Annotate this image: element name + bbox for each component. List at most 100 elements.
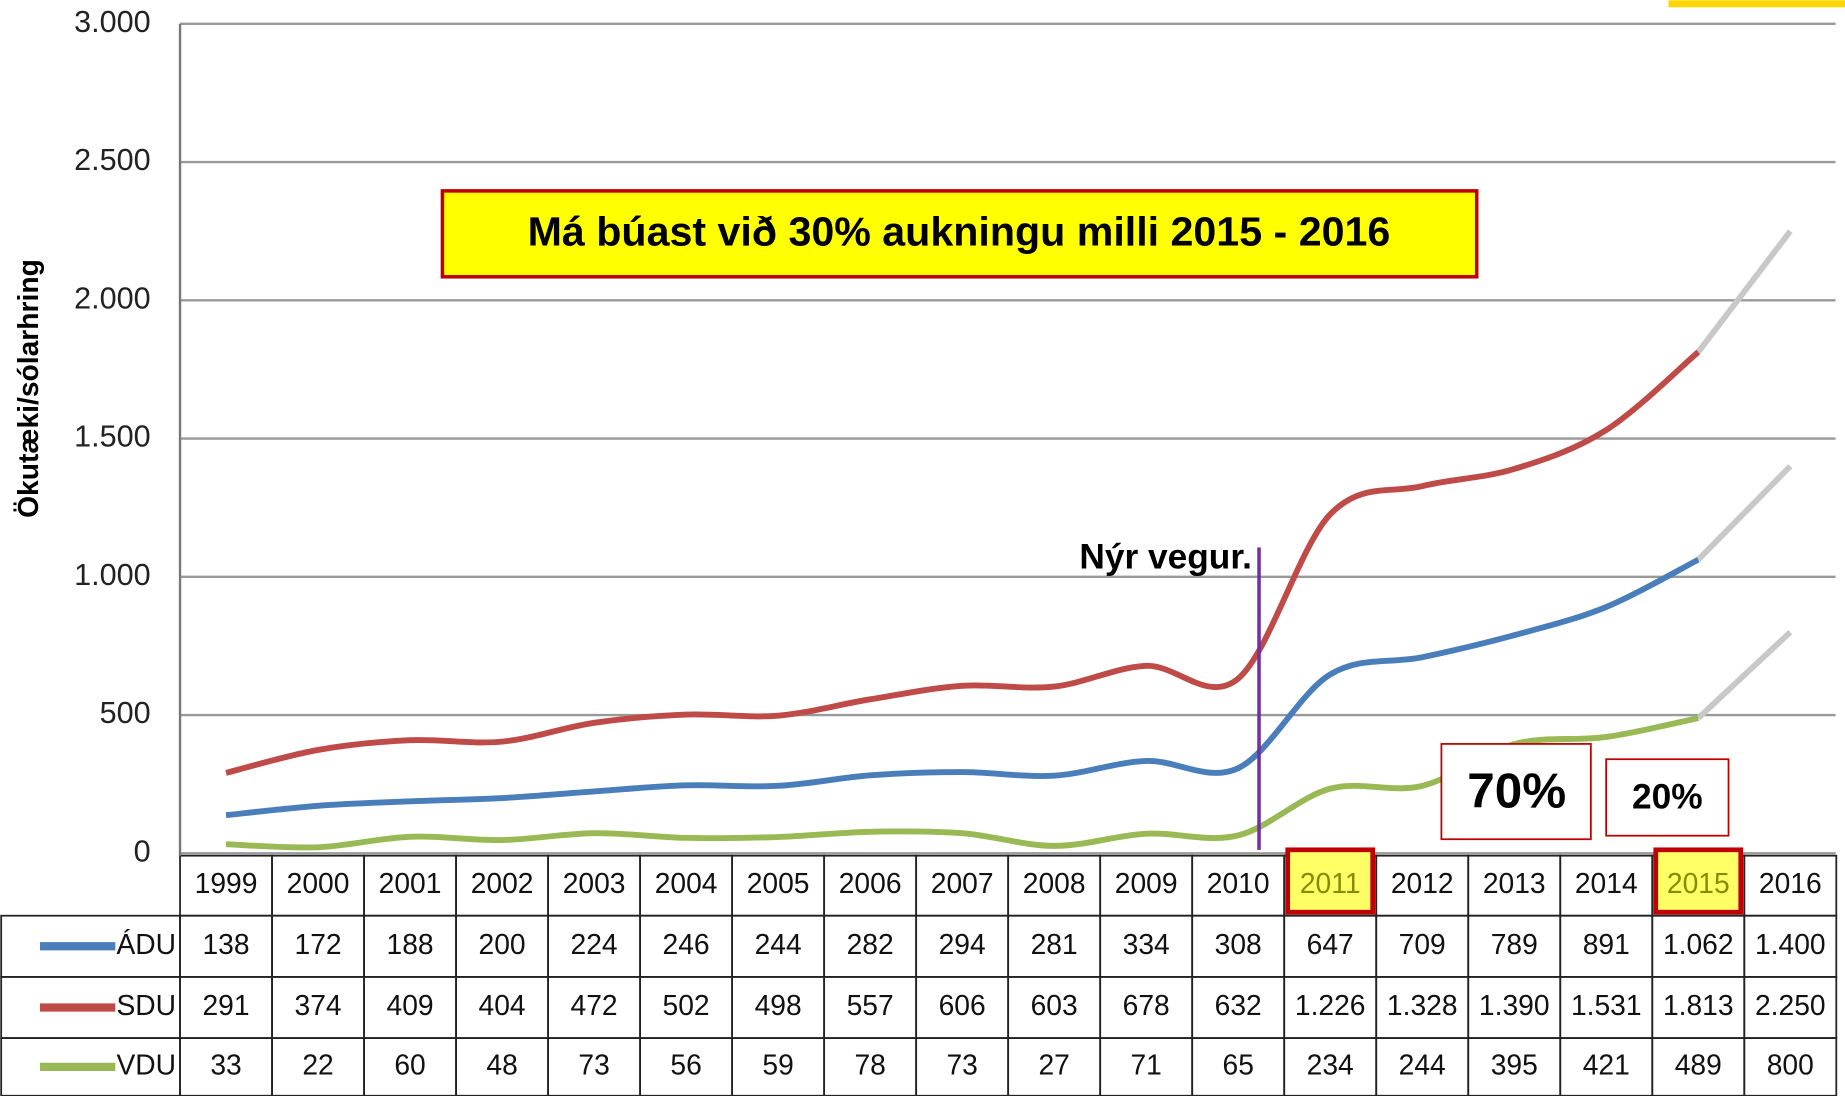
x-tick-label: 2006 — [839, 867, 902, 899]
table-value: 502 — [663, 989, 710, 1021]
new-road-label: Nýr vegur. — [1079, 538, 1252, 577]
y-tick-label: 2.000 — [74, 281, 151, 315]
x-tick-label: 2002 — [471, 867, 534, 899]
table-value: 73 — [578, 1048, 609, 1080]
table-value: 78 — [854, 1048, 885, 1080]
table-value: 603 — [1031, 989, 1078, 1021]
x-tick-label: 2005 — [747, 867, 810, 899]
table-value: 1.226 — [1295, 989, 1366, 1021]
table-value: 244 — [755, 928, 802, 960]
table-value: 294 — [939, 928, 986, 960]
table-value: 291 — [202, 989, 249, 1021]
series-line — [225, 349, 1701, 776]
legend-label: ÁDU — [116, 928, 176, 960]
table-value: 395 — [1491, 1048, 1538, 1080]
table-value: 557 — [847, 989, 894, 1021]
y-tick-label: 3.000 — [74, 5, 151, 39]
annotation-label: 70% — [1467, 764, 1566, 819]
table-value: 188 — [387, 928, 434, 960]
x-tick-label: 2003 — [563, 867, 626, 899]
table-value: 48 — [486, 1048, 517, 1080]
table-value: 709 — [1399, 928, 1446, 960]
x-tick-label: 2009 — [1115, 867, 1178, 899]
projection-line — [1696, 464, 1793, 562]
x-tick-label: 2010 — [1207, 867, 1270, 899]
series-line — [225, 557, 1700, 819]
annotation-box — [1440, 743, 1592, 841]
table-value: 27 — [1038, 1048, 1069, 1080]
table-value: 1.813 — [1663, 989, 1734, 1021]
x-tick-label: 2000 — [287, 867, 350, 899]
x-tick-label: 2004 — [655, 867, 718, 899]
table-value: 374 — [295, 989, 342, 1021]
y-tick-label: 1.000 — [74, 558, 151, 592]
table-value: 1.328 — [1387, 989, 1458, 1021]
y-tick-label: 0 — [134, 834, 151, 868]
table-value: 1.390 — [1479, 989, 1550, 1021]
legend-label: SDU — [116, 989, 176, 1021]
table-value: 71 — [1130, 1048, 1161, 1080]
table-value: 1.400 — [1755, 928, 1826, 960]
y-tick-label: 500 — [100, 696, 151, 730]
table-value: 606 — [939, 989, 986, 1021]
x-tick-label: 2001 — [379, 867, 442, 899]
x-tick-label: 2012 — [1391, 867, 1454, 899]
x-tick-label: 2015 — [1667, 867, 1730, 899]
projection-line — [1695, 229, 1793, 354]
data-table: 1999 2000 2001 2002 2003 2004 2005 2006 2007 2008… — [0, 847, 1838, 1096]
table-value: 647 — [1307, 928, 1354, 960]
table-value: 421 — [1583, 1048, 1630, 1080]
x-tick-label: 2007 — [931, 867, 994, 899]
table-value: 281 — [1031, 928, 1078, 960]
table-value: 73 — [946, 1048, 977, 1080]
table-value: 800 — [1767, 1048, 1814, 1080]
table-value: 891 — [1583, 928, 1630, 960]
table-value: 632 — [1215, 989, 1262, 1021]
table-value: 1.531 — [1571, 989, 1642, 1021]
table-value: 172 — [295, 928, 342, 960]
table-value: 56 — [670, 1048, 701, 1080]
table-value: 489 — [1675, 1048, 1722, 1080]
annotation-box — [1605, 758, 1730, 837]
table-value: 308 — [1215, 928, 1262, 960]
legend-label: VDU — [116, 1048, 176, 1080]
projection-line — [1696, 629, 1793, 721]
table-value: 282 — [847, 928, 894, 960]
table-value: 138 — [202, 928, 249, 960]
table-value: 60 — [394, 1048, 425, 1080]
x-tick-label: 2016 — [1759, 867, 1822, 899]
y-tick-label: 1.500 — [74, 420, 151, 454]
table-value: 334 — [1123, 928, 1170, 960]
y-axis-label: Ökutæki/sólarhring — [12, 259, 44, 518]
table-value: 1.062 — [1663, 928, 1734, 960]
table-value: 2.250 — [1755, 989, 1826, 1021]
x-tick-label: 2014 — [1575, 867, 1638, 899]
table-value: 200 — [479, 928, 526, 960]
table-value: 472 — [571, 989, 618, 1021]
chart-title: Má búast við 30% aukningu milli 2015 - 2… — [528, 208, 1391, 254]
table-value: 404 — [479, 989, 526, 1021]
x-tick-label: 1999 — [195, 867, 258, 899]
highlight-cell — [1285, 847, 1376, 915]
x-tick-label: 2011 — [1300, 867, 1361, 899]
table-value: 789 — [1491, 928, 1538, 960]
table-value: 65 — [1223, 1048, 1254, 1080]
highlight-cell — [1653, 847, 1744, 915]
grid: 0 500 1.000 1.500 2.000 2.500 3.000 — [74, 5, 1836, 868]
table-value: 22 — [302, 1048, 333, 1080]
table-value: 224 — [571, 928, 618, 960]
table-value: 498 — [755, 989, 802, 1021]
y-tick-label: 2.500 — [74, 143, 151, 177]
x-tick-label: 2013 — [1483, 867, 1546, 899]
annotation-label: 20% — [1632, 778, 1703, 817]
table-value: 59 — [762, 1048, 793, 1080]
corner-decoration — [1668, 0, 1845, 8]
table-value: 409 — [387, 989, 434, 1021]
table-value: 33 — [210, 1048, 241, 1080]
table-value: 244 — [1399, 1048, 1446, 1080]
table-value: 678 — [1123, 989, 1170, 1021]
x-tick-label: 2008 — [1023, 867, 1086, 899]
table-value: 246 — [663, 928, 710, 960]
